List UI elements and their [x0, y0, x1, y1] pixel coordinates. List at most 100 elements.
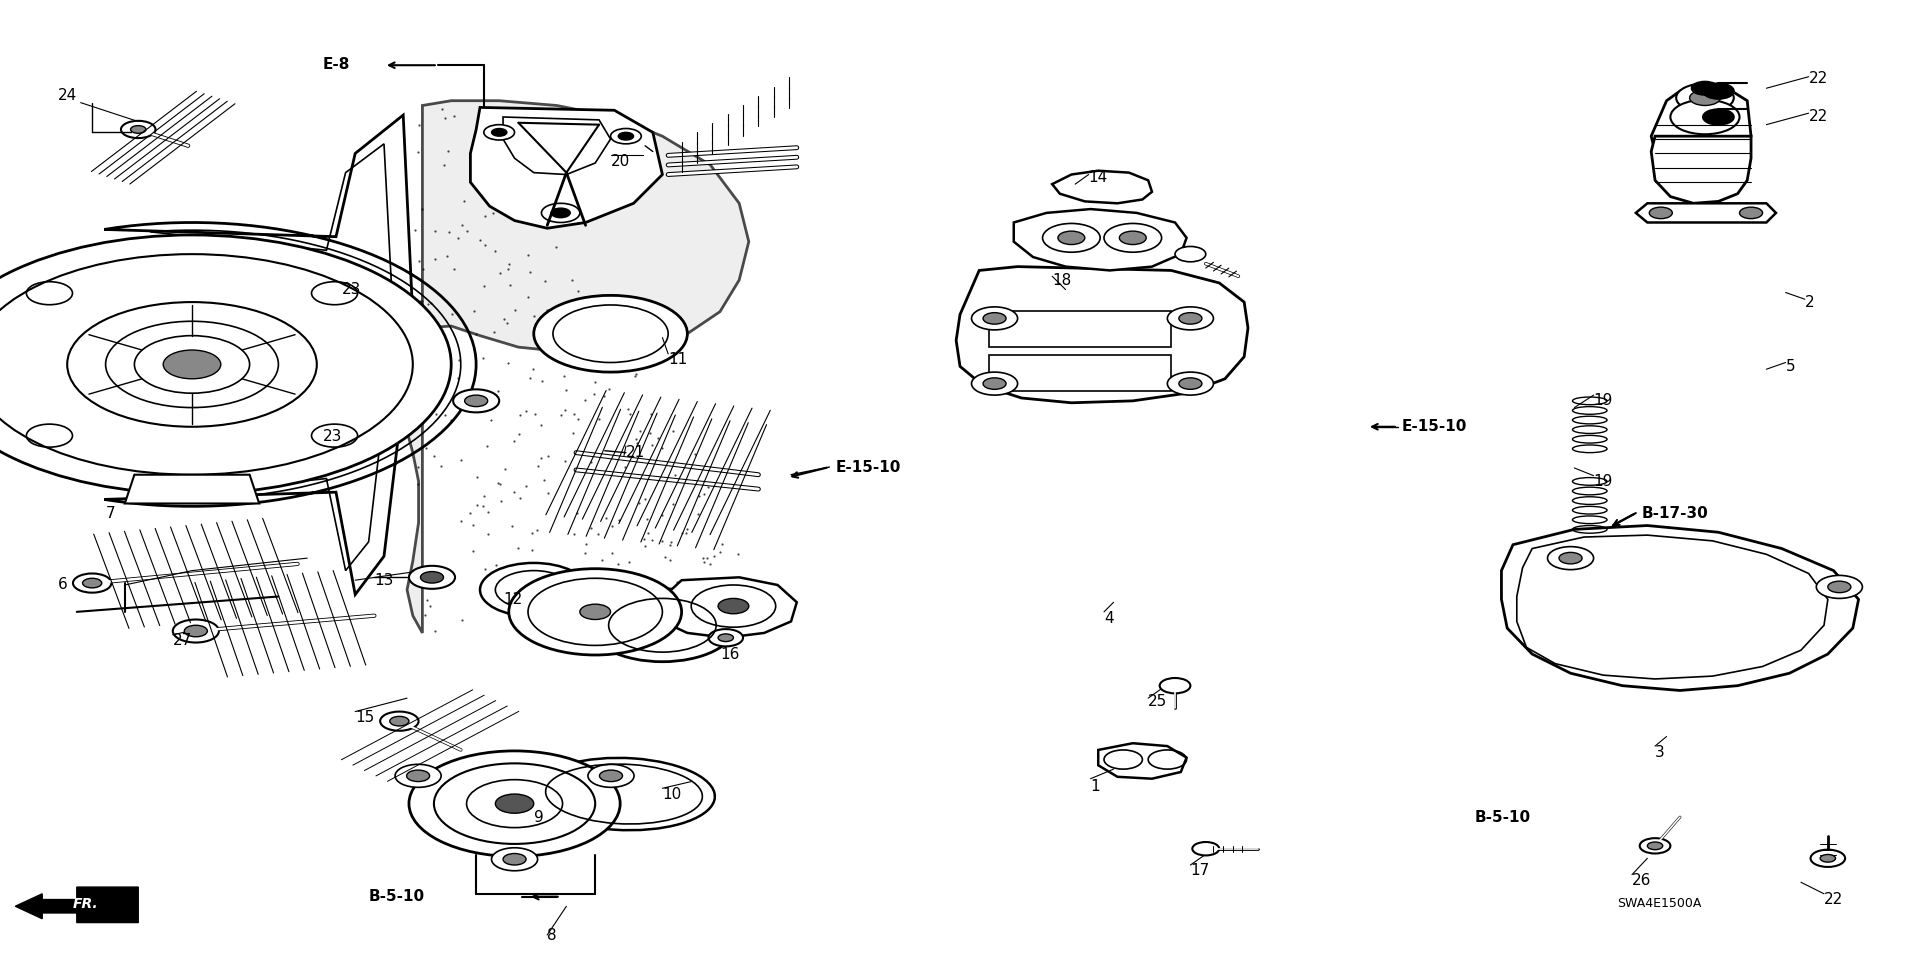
Circle shape — [484, 125, 515, 140]
Text: 19: 19 — [1594, 474, 1613, 489]
Polygon shape — [1501, 526, 1859, 690]
Polygon shape — [1052, 171, 1152, 203]
Circle shape — [1703, 83, 1734, 99]
Text: 5: 5 — [1786, 359, 1795, 374]
Circle shape — [1179, 378, 1202, 389]
Polygon shape — [470, 107, 662, 228]
Circle shape — [1820, 854, 1836, 862]
Polygon shape — [1636, 203, 1776, 222]
Text: 12: 12 — [503, 592, 522, 607]
Circle shape — [983, 378, 1006, 389]
Circle shape — [396, 764, 442, 787]
Circle shape — [1043, 223, 1100, 252]
Text: 6: 6 — [58, 577, 67, 593]
Circle shape — [503, 854, 526, 865]
Text: 22: 22 — [1824, 892, 1843, 907]
Circle shape — [1548, 547, 1594, 570]
Text: 16: 16 — [720, 646, 739, 662]
Circle shape — [1647, 842, 1663, 850]
Circle shape — [509, 569, 682, 655]
Circle shape — [534, 295, 687, 372]
Text: B-5-10: B-5-10 — [369, 889, 424, 904]
Circle shape — [409, 751, 620, 856]
Circle shape — [380, 712, 419, 731]
Circle shape — [1559, 552, 1582, 564]
Polygon shape — [125, 475, 259, 503]
Circle shape — [420, 572, 444, 583]
Circle shape — [184, 625, 207, 637]
Circle shape — [580, 604, 611, 620]
Circle shape — [541, 203, 580, 222]
Circle shape — [407, 770, 430, 782]
Circle shape — [495, 794, 534, 813]
Circle shape — [1192, 842, 1219, 855]
Text: 25: 25 — [1148, 694, 1167, 710]
Circle shape — [480, 563, 588, 617]
Circle shape — [1828, 581, 1851, 593]
Text: 4: 4 — [1104, 611, 1114, 626]
Text: E-15-10: E-15-10 — [835, 459, 900, 475]
Circle shape — [131, 126, 146, 133]
Polygon shape — [1651, 88, 1751, 165]
Circle shape — [453, 389, 499, 412]
Circle shape — [1640, 838, 1670, 854]
Text: 7: 7 — [106, 505, 115, 521]
Circle shape — [1703, 109, 1734, 125]
Circle shape — [538, 578, 622, 620]
Circle shape — [492, 129, 507, 136]
Circle shape — [1740, 207, 1763, 219]
Text: 8: 8 — [547, 927, 557, 943]
Text: 15: 15 — [355, 710, 374, 725]
Polygon shape — [956, 267, 1248, 403]
Circle shape — [73, 573, 111, 593]
Circle shape — [718, 598, 749, 614]
Text: 3: 3 — [1655, 745, 1665, 760]
Circle shape — [1670, 100, 1740, 134]
Circle shape — [1058, 231, 1085, 245]
Ellipse shape — [534, 758, 714, 830]
Circle shape — [1167, 372, 1213, 395]
Circle shape — [599, 770, 622, 782]
Circle shape — [83, 578, 102, 588]
Text: FR.: FR. — [73, 898, 98, 911]
Text: 14: 14 — [1089, 170, 1108, 185]
Circle shape — [708, 629, 743, 646]
Circle shape — [589, 589, 735, 662]
Circle shape — [983, 313, 1006, 324]
Circle shape — [1167, 307, 1213, 330]
Text: B-17-30: B-17-30 — [1642, 505, 1709, 521]
Text: 23: 23 — [342, 282, 361, 297]
Bar — [989, 355, 1171, 391]
Circle shape — [163, 350, 221, 379]
Circle shape — [611, 129, 641, 144]
Circle shape — [1179, 313, 1202, 324]
Circle shape — [492, 848, 538, 871]
Text: 20: 20 — [611, 153, 630, 169]
Text: E-8: E-8 — [323, 57, 349, 72]
Text: 2: 2 — [1805, 294, 1814, 310]
Text: 26: 26 — [1632, 873, 1651, 888]
Circle shape — [1104, 223, 1162, 252]
Circle shape — [121, 121, 156, 138]
Polygon shape — [1651, 136, 1751, 203]
Text: 27: 27 — [173, 633, 192, 648]
Text: 1: 1 — [1091, 779, 1100, 794]
Circle shape — [1676, 83, 1734, 112]
Circle shape — [1119, 231, 1146, 245]
Circle shape — [0, 235, 451, 494]
Circle shape — [1816, 575, 1862, 598]
Text: 18: 18 — [1052, 272, 1071, 288]
Text: B-5-10: B-5-10 — [1475, 809, 1530, 825]
Circle shape — [1649, 207, 1672, 219]
Circle shape — [972, 372, 1018, 395]
Polygon shape — [1098, 743, 1187, 779]
Text: 11: 11 — [668, 352, 687, 367]
Text: 24: 24 — [58, 88, 77, 104]
Text: E-15-10: E-15-10 — [1402, 419, 1467, 434]
Text: 21: 21 — [626, 445, 645, 460]
Circle shape — [588, 764, 634, 787]
Circle shape — [465, 395, 488, 407]
Text: 10: 10 — [662, 786, 682, 802]
Circle shape — [1160, 678, 1190, 693]
Text: 9: 9 — [534, 809, 543, 825]
